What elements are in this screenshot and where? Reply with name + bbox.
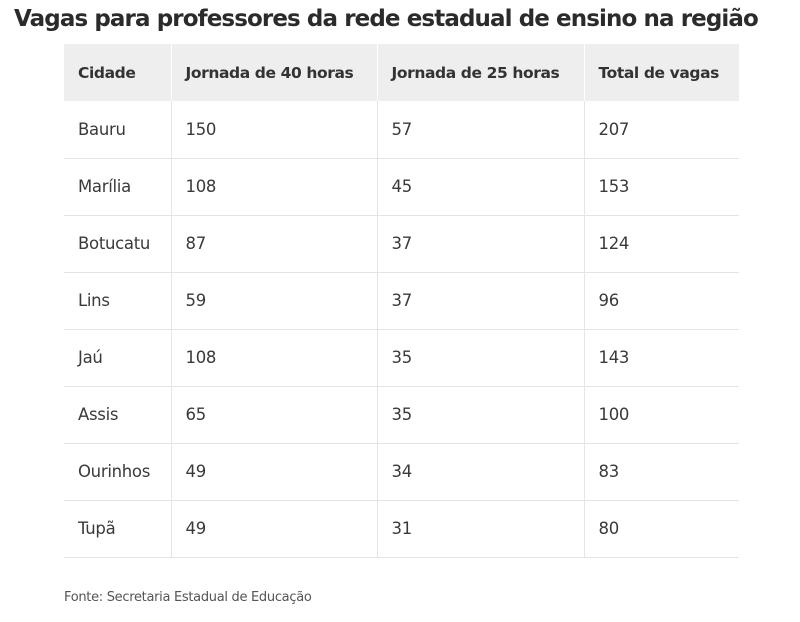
cell-total-vagas: 96 (583, 272, 739, 330)
table-row: Botucatu 87 37 124 (64, 215, 739, 273)
header-jornada-40h: Jornada de 40 horas (170, 44, 377, 101)
table-row: Ourinhos 49 34 83 (64, 443, 739, 501)
cell-total-vagas: 207 (583, 101, 739, 159)
cell-cidade: Lins (64, 272, 171, 330)
vacancies-table: Cidade Jornada de 40 horas Jornada de 25… (64, 44, 739, 558)
table-row: Bauru 150 57 207 (64, 101, 739, 159)
cell-jornada-25h: 35 (376, 386, 584, 444)
cell-cidade: Bauru (64, 101, 171, 159)
cell-jornada-25h: 31 (376, 500, 584, 558)
table-title: Vagas para professores da rede estadual … (14, 6, 759, 32)
cell-jornada-40h: 108 (170, 329, 377, 387)
cell-total-vagas: 100 (583, 386, 739, 444)
cell-cidade: Tupã (64, 500, 171, 558)
cell-jornada-40h: 108 (170, 158, 377, 216)
cell-cidade: Botucatu (64, 215, 171, 273)
cell-jornada-40h: 150 (170, 101, 377, 159)
header-row: Cidade Jornada de 40 horas Jornada de 25… (64, 44, 739, 101)
cell-total-vagas: 80 (583, 500, 739, 558)
cell-cidade: Assis (64, 386, 171, 444)
header-cidade: Cidade (64, 44, 171, 101)
cell-cidade: Jaú (64, 329, 171, 387)
cell-cidade: Marília (64, 158, 171, 216)
cell-jornada-25h: 57 (376, 101, 584, 159)
cell-jornada-25h: 37 (376, 215, 584, 273)
table-row: Jaú 108 35 143 (64, 329, 739, 387)
cell-jornada-40h: 65 (170, 386, 377, 444)
cell-jornada-25h: 34 (376, 443, 584, 501)
header-jornada-25h: Jornada de 25 horas (376, 44, 584, 101)
cell-jornada-40h: 49 (170, 500, 377, 558)
table-row: Tupã 49 31 80 (64, 500, 739, 558)
table-row: Marília 108 45 153 (64, 158, 739, 216)
cell-total-vagas: 153 (583, 158, 739, 216)
cell-jornada-25h: 35 (376, 329, 584, 387)
cell-jornada-40h: 49 (170, 443, 377, 501)
cell-jornada-25h: 37 (376, 272, 584, 330)
cell-total-vagas: 124 (583, 215, 739, 273)
cell-jornada-25h: 45 (376, 158, 584, 216)
table-row: Lins 59 37 96 (64, 272, 739, 330)
cell-cidade: Ourinhos (64, 443, 171, 501)
cell-jornada-40h: 87 (170, 215, 377, 273)
cell-total-vagas: 83 (583, 443, 739, 501)
cell-total-vagas: 143 (583, 329, 739, 387)
table-row: Assis 65 35 100 (64, 386, 739, 444)
table-body: Bauru 150 57 207 Marília 108 45 153 Botucatu 87 37… (64, 101, 739, 558)
source-note: Fonte: Secretaria Estadual de Educação (64, 590, 312, 605)
cell-jornada-40h: 59 (170, 272, 377, 330)
header-total-vagas: Total de vagas (583, 44, 739, 101)
